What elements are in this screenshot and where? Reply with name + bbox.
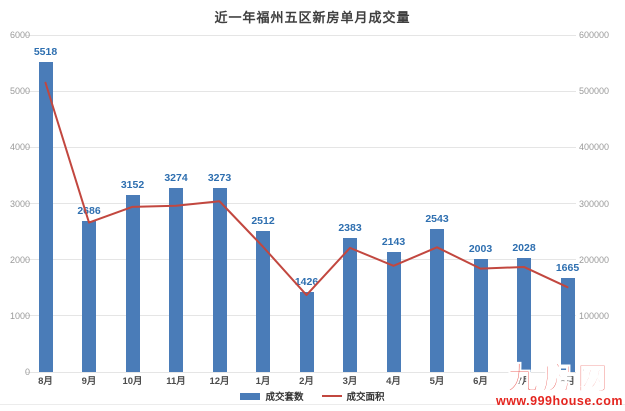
bar-value-label: 2512	[251, 214, 275, 227]
gridline	[26, 203, 576, 204]
bar-6月	[473, 259, 488, 372]
y-axis-left-tick: 6000	[9, 30, 30, 40]
y-axis-right-tick: 600000	[579, 30, 610, 40]
bar-11月	[169, 188, 183, 372]
bar-value-label: 2028	[512, 242, 536, 255]
y-axis-left-tick: 3000	[9, 198, 30, 209]
bar-value-label: 3273	[207, 172, 232, 185]
bar-value-label: 2143	[381, 235, 406, 248]
bar-1月	[256, 230, 270, 372]
y-axis-left-tick: 4000	[9, 142, 30, 153]
x-axis-label-10月: 10月	[122, 376, 143, 387]
x-axis-label-1月: 1月	[255, 376, 271, 387]
bar-7月	[517, 258, 531, 372]
bar-value-label: 2543	[425, 213, 449, 226]
bar-3月	[343, 238, 357, 372]
y-axis-right-tick: 100000	[579, 310, 610, 321]
x-axis-label-12月: 12月	[209, 376, 230, 387]
bar-4月	[386, 251, 401, 372]
gridline	[26, 146, 576, 148]
x-axis-label-7月: 7月	[516, 376, 532, 387]
watermark: 九房网 www.999house.com	[495, 361, 623, 408]
gridline	[26, 259, 576, 261]
bar-value-label: 3152	[120, 178, 145, 191]
x-axis-label-8月: 8月	[560, 376, 575, 387]
watermark-url: www.999house.com	[495, 394, 623, 408]
gridline	[26, 90, 576, 92]
line-path	[44, 81, 569, 297]
watermark-logo-text: 九房网	[506, 361, 612, 397]
bar-8月	[560, 278, 575, 372]
bar-value-label: 2003	[468, 243, 493, 256]
chart-title: 近一年福州五区新房单月成交量	[214, 10, 411, 25]
x-axis-label-5月: 5月	[429, 376, 445, 387]
gridline	[26, 371, 576, 373]
y-axis-right-tick: 0	[579, 367, 585, 377]
x-axis-label-3月: 3月	[342, 376, 358, 387]
bar-value-label: 1426	[294, 275, 319, 288]
bottom-divider	[0, 404, 625, 405]
bar-value-label: 5518	[33, 46, 58, 59]
bar-value-label: 1665	[555, 262, 580, 275]
x-axis-label-2月: 2月	[299, 376, 314, 387]
x-axis-label-4月: 4月	[386, 376, 401, 387]
bar-value-label: 2686	[77, 205, 101, 218]
y-axis-left-tick: 0	[24, 367, 30, 377]
bar-8月	[38, 62, 53, 372]
bar-value-label: 3274	[164, 172, 188, 185]
y-axis-right-tick: 300000	[579, 198, 610, 209]
bar-value-label: 2383	[338, 222, 362, 235]
legend-bar-label: 成交套数	[265, 392, 304, 403]
legend: 成交套数 成交面积	[0, 390, 625, 403]
bar-2月	[299, 291, 314, 372]
y-axis-right-tick: 500000	[579, 86, 610, 97]
gridline	[26, 34, 576, 36]
y-axis-left-tick: 1000	[9, 310, 30, 321]
y-axis-right-tick: 200000	[579, 254, 610, 265]
y-axis-left-tick: 2000	[9, 254, 30, 265]
y-axis-left-tick: 5000	[9, 86, 30, 97]
x-axis-label-11月: 11月	[166, 376, 186, 387]
legend-line-swatch-icon	[321, 395, 342, 397]
legend-bar-swatch-icon	[240, 392, 261, 400]
x-axis-label-6月: 6月	[473, 376, 488, 387]
bar-10月	[125, 194, 140, 372]
bar-5月	[430, 229, 444, 372]
bar-9月	[82, 221, 96, 372]
y-axis-right-tick: 400000	[579, 142, 610, 153]
x-axis-label-9月: 9月	[81, 376, 97, 387]
legend-line-label: 成交面积	[346, 392, 385, 403]
bar-12月	[212, 188, 227, 372]
x-axis-label-8月: 8月	[38, 376, 53, 387]
